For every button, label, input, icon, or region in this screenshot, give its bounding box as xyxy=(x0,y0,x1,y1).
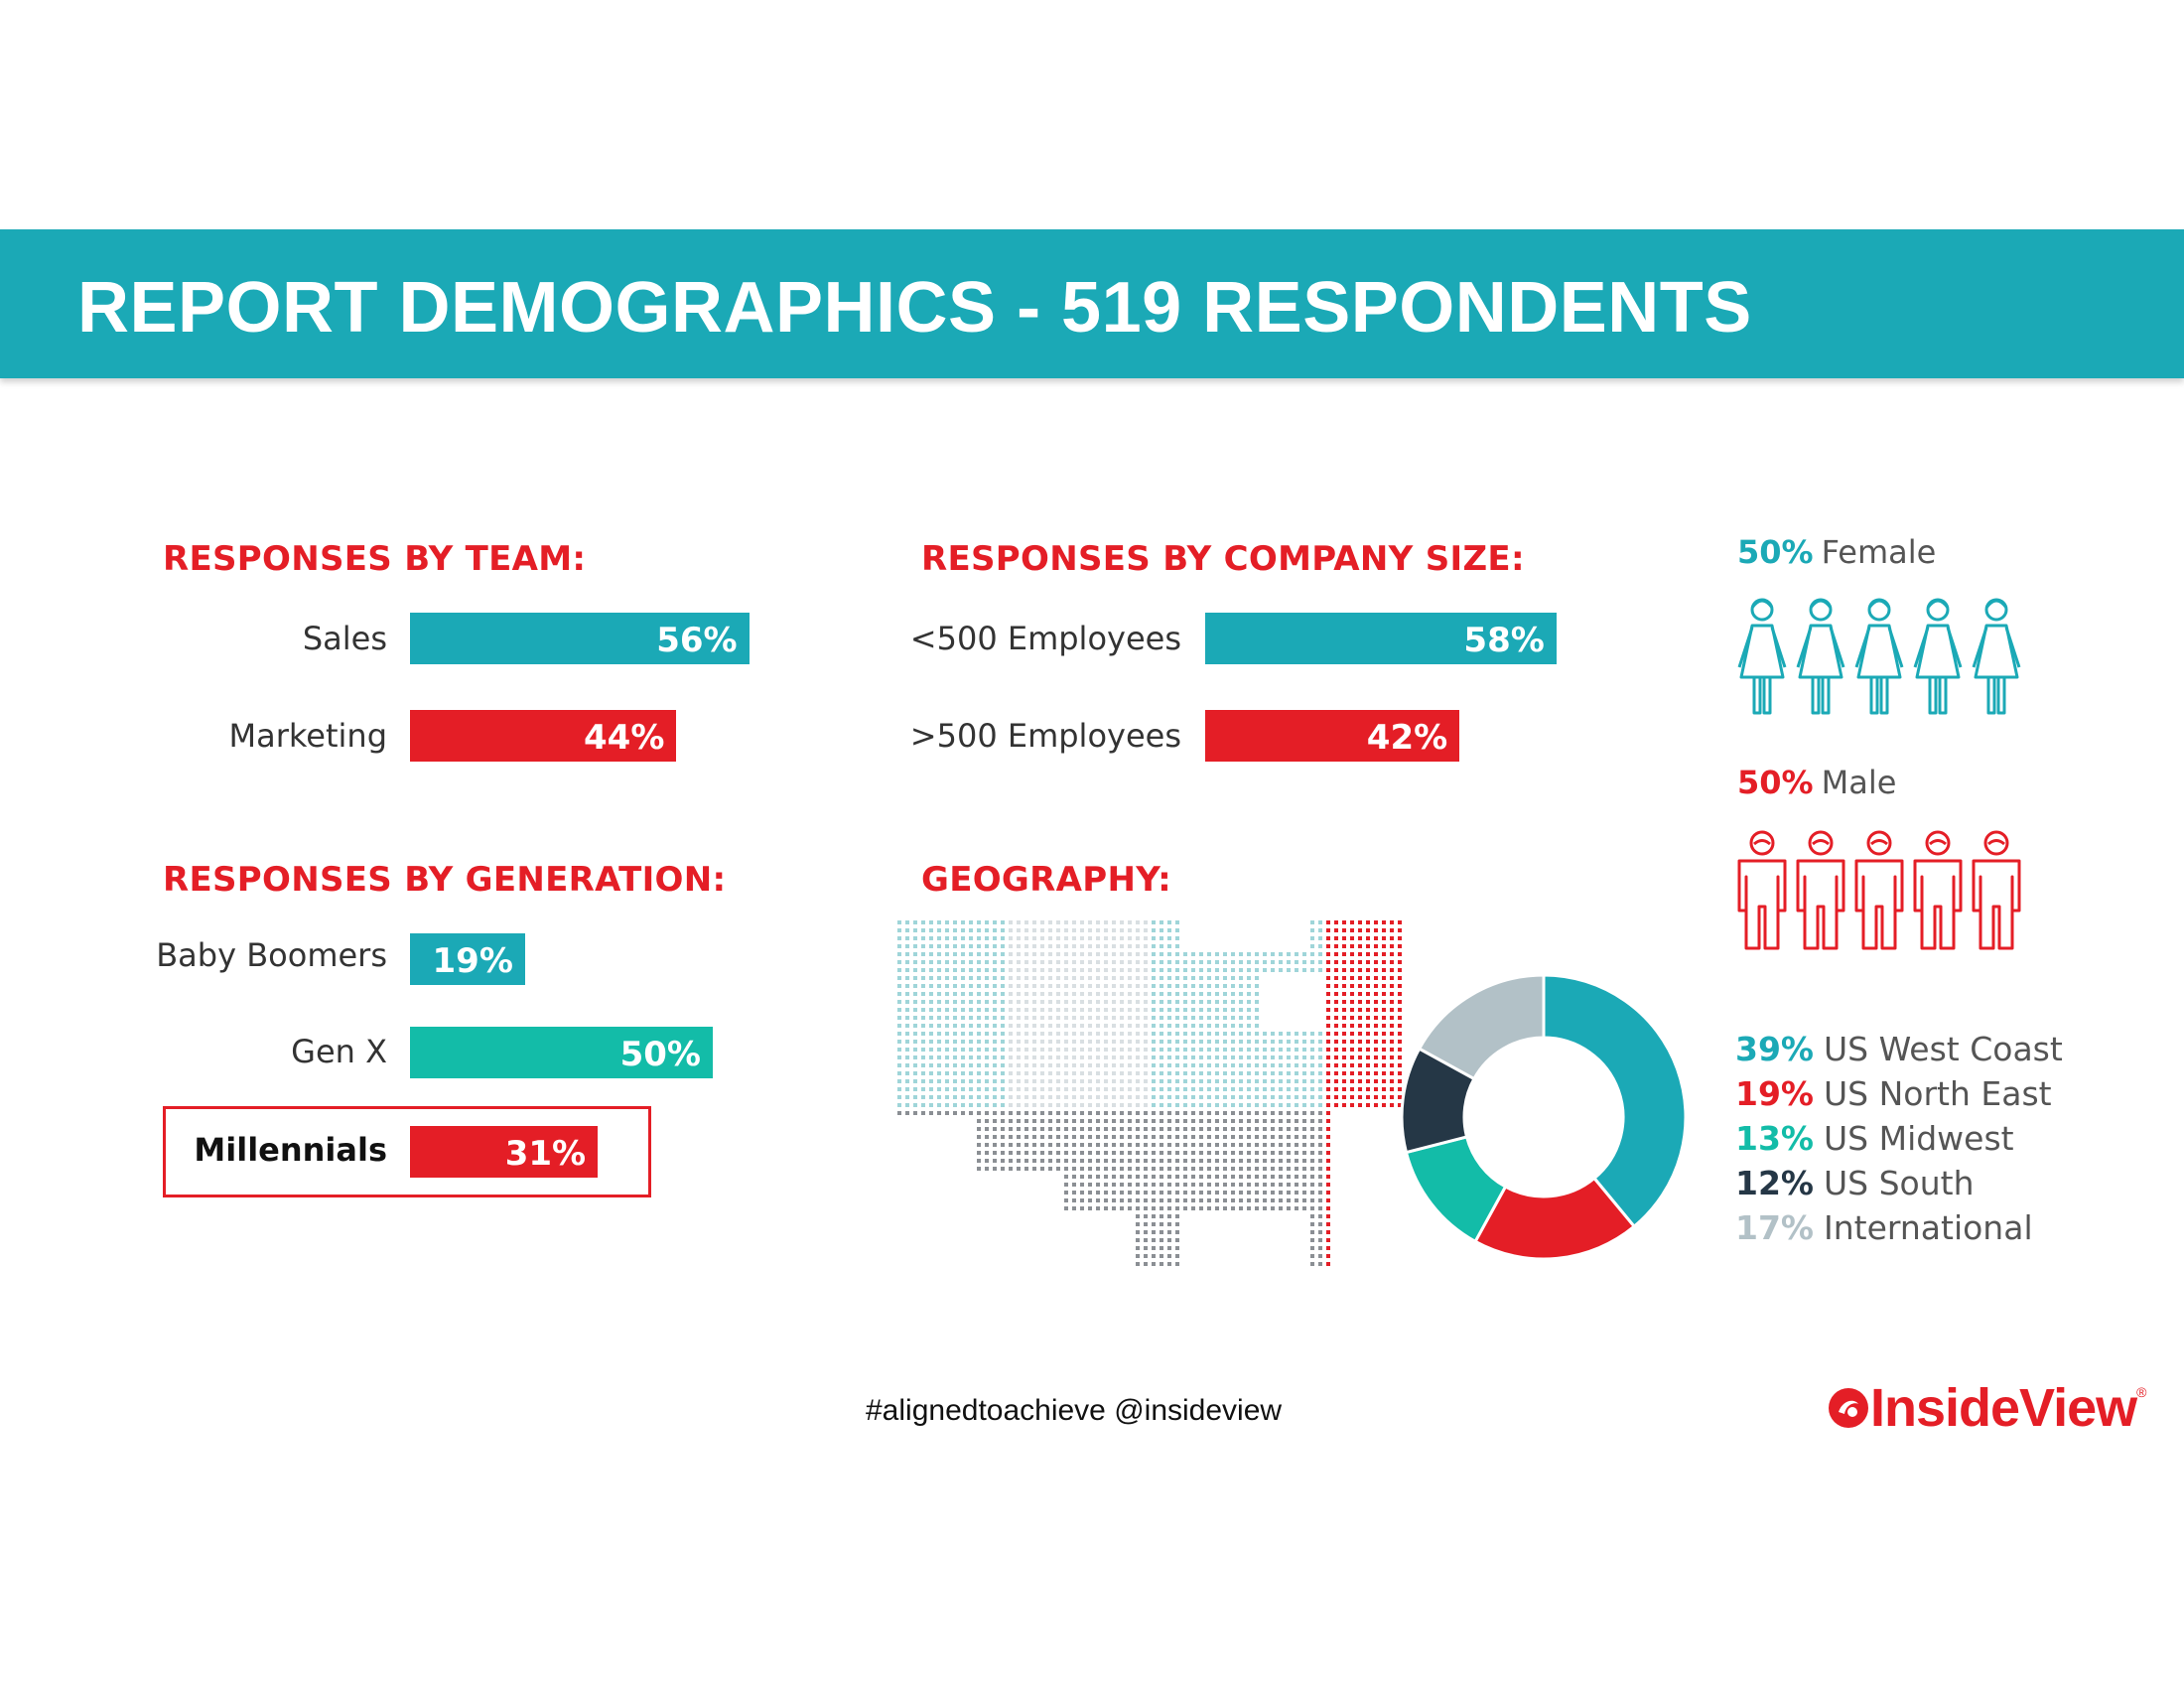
legend-pct-north-east: 19% xyxy=(1735,1074,1814,1113)
bar-label-millennials: Millennials xyxy=(194,1131,387,1169)
millennials-highlight-box xyxy=(163,1106,651,1197)
bar-value-over-500: 42% xyxy=(1366,718,1448,758)
legend-pct-west-coast: 39% xyxy=(1735,1030,1814,1068)
female-person-icon xyxy=(1737,598,1787,715)
bar-under-500: 58% xyxy=(1205,613,1557,664)
insideview-logo-text: InsideView xyxy=(1870,1378,2137,1438)
male-person-icon xyxy=(1972,830,2021,950)
bar-label-marketing: Marketing xyxy=(228,717,387,755)
generation-section-title: RESPONSES BY GENERATION: xyxy=(163,860,727,900)
female-line: 50% Female xyxy=(1737,533,1936,571)
registered-mark: ® xyxy=(2136,1384,2147,1400)
female-pct: 50% xyxy=(1737,533,1814,571)
male-label: Male xyxy=(1821,764,1897,801)
bar-millennials: 31% xyxy=(410,1126,599,1178)
insideview-logo-mark-icon xyxy=(1829,1388,1868,1428)
donut-slice-west-coast xyxy=(1542,973,1688,1229)
legend-label-west-coast: US West Coast xyxy=(1824,1030,2063,1068)
female-person-icon xyxy=(1854,598,1904,715)
donut-slice-north-east xyxy=(1473,1176,1637,1261)
male-person-icon xyxy=(1854,830,1904,950)
bar-gen-x: 50% xyxy=(410,1027,713,1078)
female-label: Female xyxy=(1821,533,1937,571)
male-person-icon xyxy=(1913,830,1963,950)
legend-row-north-east: 19% US North East xyxy=(1735,1074,2052,1113)
legend-label-north-east: US North East xyxy=(1824,1074,2052,1113)
legend-pct-south: 12% xyxy=(1735,1164,1814,1202)
male-line: 50% Male xyxy=(1737,764,1896,801)
page-title: REPORT DEMOGRAPHICS - 519 RESPONDENTS xyxy=(77,268,1752,348)
insideview-logo: InsideView ® xyxy=(1827,1378,2146,1438)
bar-value-sales: 56% xyxy=(656,621,738,660)
female-person-icon xyxy=(1913,598,1963,715)
bar-label-under-500: <500 Employees xyxy=(909,620,1181,657)
title-banner: REPORT DEMOGRAPHICS - 519 RESPONDENTS xyxy=(0,229,2184,378)
company-size-section-title: RESPONSES BY COMPANY SIZE: xyxy=(921,539,1525,579)
legend-label-south: US South xyxy=(1824,1164,1975,1202)
geography-section-title: GEOGRAPHY: xyxy=(921,860,1172,900)
footer-hashtag: #alignedtoachieve @insideview xyxy=(866,1394,1283,1427)
male-person-icon xyxy=(1796,830,1845,950)
legend-row-international: 17% International xyxy=(1735,1208,2033,1247)
geography-map-and-donut xyxy=(897,920,1688,1266)
bar-sales: 56% xyxy=(410,613,750,664)
male-pictogram xyxy=(1737,830,2021,950)
bar-baby-boomers: 19% xyxy=(410,933,525,985)
bar-marketing: 44% xyxy=(410,710,677,762)
bar-value-marketing: 44% xyxy=(584,718,665,758)
bar-value-under-500: 58% xyxy=(1463,621,1545,660)
team-section-title: RESPONSES BY TEAM: xyxy=(163,539,587,579)
legend-label-midwest: US Midwest xyxy=(1824,1119,2014,1158)
legend-label-international: International xyxy=(1824,1208,2033,1247)
legend-row-south: 12% US South xyxy=(1735,1164,1975,1202)
bar-label-over-500: >500 Employees xyxy=(909,717,1181,755)
bar-over-500: 42% xyxy=(1205,710,1460,762)
us-dot-map xyxy=(897,920,1402,1266)
donut-slice-international xyxy=(1417,973,1546,1081)
legend-pct-international: 17% xyxy=(1735,1208,1814,1247)
bar-label-gen-x: Gen X xyxy=(291,1033,387,1070)
female-person-icon xyxy=(1972,598,2021,715)
geography-donut xyxy=(1400,973,1688,1261)
female-pictogram xyxy=(1737,598,2021,715)
male-pct: 50% xyxy=(1737,764,1814,801)
male-person-icon xyxy=(1737,830,1787,950)
bar-value-gen-x: 50% xyxy=(619,1035,701,1074)
legend-pct-midwest: 13% xyxy=(1735,1119,1814,1158)
legend-row-midwest: 13% US Midwest xyxy=(1735,1119,2014,1158)
legend-row-west-coast: 39% US West Coast xyxy=(1735,1030,2063,1068)
female-person-icon xyxy=(1796,598,1845,715)
bar-label-sales: Sales xyxy=(302,620,387,657)
bar-value-millennials: 31% xyxy=(504,1134,587,1174)
bar-value-baby-boomers: 19% xyxy=(432,941,513,981)
bar-label-baby-boomers: Baby Boomers xyxy=(156,936,387,974)
